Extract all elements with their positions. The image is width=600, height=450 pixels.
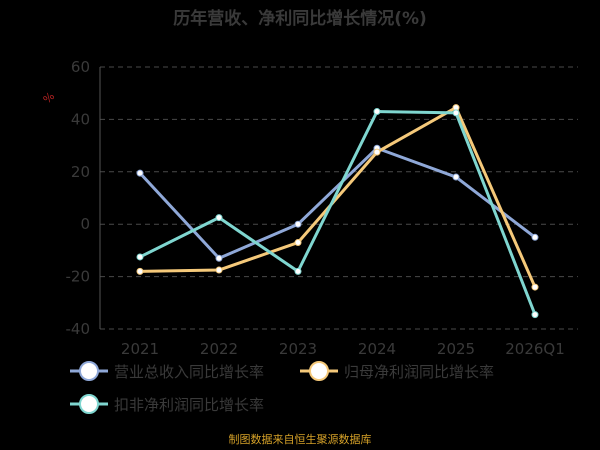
y-tick-label: 40 bbox=[71, 110, 90, 128]
y-tick-label: 20 bbox=[71, 163, 90, 181]
y-tick-label: 60 bbox=[71, 58, 90, 76]
y-axis-ticks: -40 -20 0 20 40 60 bbox=[66, 58, 91, 338]
data-point bbox=[294, 220, 302, 228]
series-lines bbox=[138, 106, 537, 316]
x-tick-label: 2022 bbox=[200, 340, 238, 358]
unit-label: % bbox=[41, 90, 58, 107]
x-tick-label: 2025 bbox=[437, 340, 475, 358]
series-points bbox=[136, 104, 539, 319]
x-tick-label: 2023 bbox=[279, 340, 317, 358]
data-point bbox=[215, 266, 223, 274]
x-tick-label: 2021 bbox=[121, 340, 159, 358]
data-point bbox=[136, 169, 144, 177]
data-point bbox=[531, 283, 539, 291]
data-point bbox=[452, 173, 460, 181]
legend-label: 归母净利润同比增长率 bbox=[344, 363, 494, 381]
chart-title: 历年营收、净利同比增长情况(%) bbox=[173, 8, 427, 29]
data-point bbox=[136, 253, 144, 261]
source-note: 制图数据来自恒生聚源数据库 bbox=[229, 432, 372, 446]
legend-marker bbox=[309, 361, 329, 381]
x-tick-label: 2024 bbox=[358, 340, 396, 358]
data-point bbox=[136, 267, 144, 275]
series-line-2 bbox=[139, 110, 537, 316]
legend-marker bbox=[79, 394, 99, 414]
y-tick-label: -40 bbox=[66, 320, 91, 338]
data-point bbox=[531, 311, 539, 319]
y-tick-label: 0 bbox=[80, 215, 90, 233]
data-point bbox=[294, 239, 302, 247]
gridlines bbox=[99, 66, 578, 330]
data-point bbox=[215, 254, 223, 262]
x-tick-label: 2026Q1 bbox=[505, 340, 565, 358]
series-line-1 bbox=[139, 106, 537, 288]
y-tick-label: -20 bbox=[66, 268, 91, 286]
data-point bbox=[531, 233, 539, 241]
legend-label: 扣非净利润同比增长率 bbox=[114, 396, 264, 414]
series-line-0 bbox=[138, 146, 536, 260]
data-point bbox=[452, 109, 460, 117]
data-point bbox=[294, 267, 302, 275]
data-point bbox=[373, 148, 381, 156]
data-point bbox=[373, 108, 381, 116]
x-axis-ticks: 2021 2022 2023 2024 2025 2026Q1 bbox=[121, 340, 565, 358]
legend-marker bbox=[79, 361, 99, 381]
legend-label: 营业总收入同比增长率 bbox=[114, 363, 264, 381]
data-point bbox=[215, 214, 223, 222]
